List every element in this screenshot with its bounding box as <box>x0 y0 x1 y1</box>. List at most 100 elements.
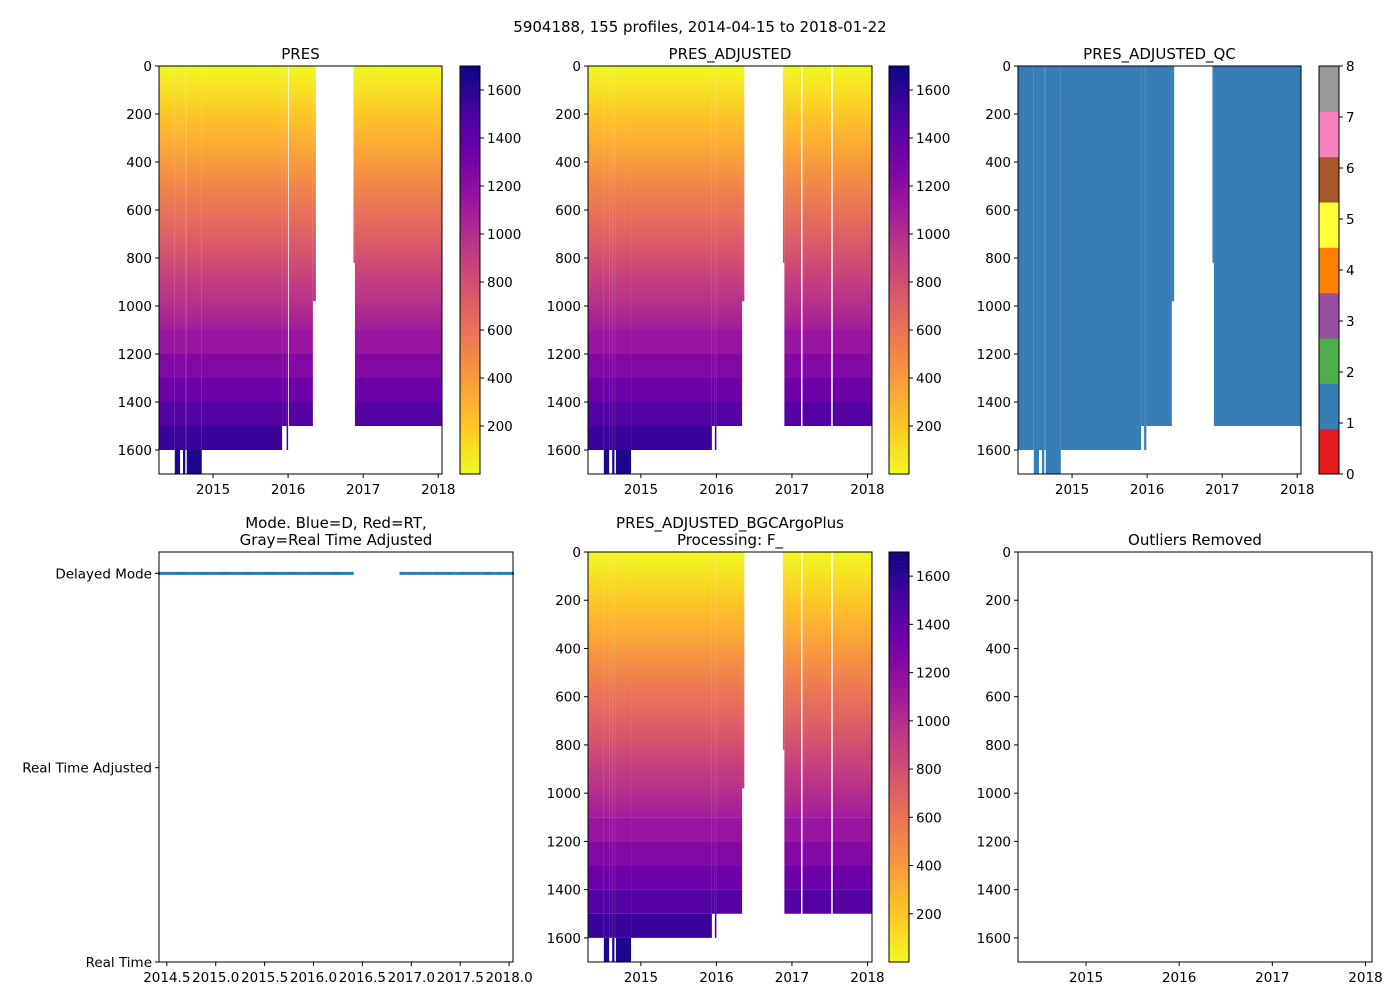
colorbar-tick-label: 1400 <box>916 131 950 147</box>
pressure-band <box>631 841 712 866</box>
pressure-band <box>201 378 283 402</box>
mode-point <box>206 571 209 575</box>
colorbar-step <box>889 781 909 787</box>
colorbar-step <box>460 188 480 194</box>
pressure-band <box>716 378 743 402</box>
colorbar-step <box>889 580 909 586</box>
profile-segment <box>631 552 712 818</box>
mode-point <box>255 571 258 575</box>
colorbar-step <box>460 437 480 442</box>
colorbar-step <box>889 605 909 610</box>
colorbar-step <box>889 351 909 357</box>
pressure-band <box>614 330 616 354</box>
pressure-band <box>609 330 613 354</box>
mode-point <box>499 571 502 575</box>
colorbar-step <box>889 384 909 389</box>
colorbar-step <box>460 302 480 308</box>
qc-segment <box>1045 66 1061 474</box>
mode-point <box>462 571 465 575</box>
colorbar-step <box>889 331 909 336</box>
pressure-band <box>588 889 604 914</box>
colorbar-step <box>460 119 480 124</box>
pressure-band <box>603 889 610 914</box>
mode-point <box>161 571 164 575</box>
colorbar-step <box>889 208 909 214</box>
pressure-band <box>354 402 442 426</box>
mode-point <box>432 571 435 575</box>
colorbar-tick-label: 4 <box>1346 263 1355 279</box>
mode-point <box>403 571 406 575</box>
colorbar-step <box>889 429 909 434</box>
mode-point <box>298 571 301 575</box>
mode-point <box>351 571 354 575</box>
colorbar-tick-label: 800 <box>916 275 942 291</box>
pressure-band <box>714 378 717 402</box>
pressure-band <box>609 913 613 938</box>
profile-segment <box>183 66 186 330</box>
mode-point <box>304 571 307 575</box>
mode-point <box>249 571 252 575</box>
mode-point <box>171 571 174 575</box>
colorbar-step <box>889 789 909 795</box>
colorbar-step <box>460 396 480 402</box>
colorbar-step <box>460 257 480 263</box>
mode-point <box>189 571 192 575</box>
colorbar-step <box>460 208 480 214</box>
pressure-band <box>714 913 717 938</box>
mode-point <box>234 571 237 575</box>
colorbar-tick-label: 7 <box>1346 110 1355 126</box>
colorbar-tick-label: 1400 <box>487 131 521 147</box>
colorbar-step <box>460 265 480 271</box>
pressure-band <box>631 378 712 402</box>
colorbar-step <box>460 102 480 108</box>
colorbar-step <box>460 66 480 71</box>
mode-point <box>259 571 262 575</box>
colorbar-step <box>889 302 909 308</box>
pressure-band <box>288 402 313 426</box>
pressure-band <box>183 354 186 378</box>
x-tick-label: 2018 <box>850 970 884 986</box>
pressure-band <box>201 426 283 450</box>
colorbar-step <box>889 172 909 177</box>
y-tick-label: 1400 <box>547 395 581 411</box>
y-tick-label: 1200 <box>547 347 581 363</box>
y-tick-label: 1000 <box>977 786 1011 802</box>
colorbar-step <box>460 212 480 218</box>
colorbar-step <box>889 408 909 414</box>
colorbar-step <box>460 343 480 349</box>
y-tick-label: 800 <box>555 251 581 267</box>
pressure-band <box>714 889 717 914</box>
pressure-band <box>186 330 202 354</box>
colorbar-step <box>460 110 480 116</box>
mode-point <box>497 571 500 575</box>
pressure-band <box>802 889 832 914</box>
pressure-band <box>612 937 615 962</box>
pressure-band <box>716 889 743 914</box>
pressure-band <box>609 426 613 450</box>
pressure-band <box>784 841 801 866</box>
colorbar-step <box>460 270 480 275</box>
colorbar-step <box>889 159 909 165</box>
profile-segment <box>201 66 283 330</box>
mode-point <box>505 571 508 575</box>
colorbar-step <box>889 257 909 263</box>
y-tick-label: 1200 <box>977 347 1011 363</box>
pressure-band <box>784 402 801 426</box>
colorbar-step <box>460 163 480 169</box>
colorbar-step <box>889 855 909 861</box>
panel-title: PRES <box>281 45 319 63</box>
pressure-band <box>180 354 184 378</box>
mode-point <box>312 571 315 575</box>
mode-point <box>318 571 321 575</box>
colorbar-step <box>460 216 480 222</box>
colorbar-tick-label: 1000 <box>916 714 950 730</box>
colorbar-step <box>460 261 480 267</box>
colorbar-step <box>460 363 480 369</box>
pressure-band <box>612 889 615 914</box>
colorbar-tick-label: 800 <box>916 762 942 778</box>
pressure-band <box>609 402 613 426</box>
colorbar-step <box>889 814 909 820</box>
colorbar-step <box>889 347 909 353</box>
pressure-band <box>183 330 186 354</box>
panel-3: 2014.5 2015.0 2015.5 2016.0 2016.5 2017.0 2017… <box>22 514 533 986</box>
